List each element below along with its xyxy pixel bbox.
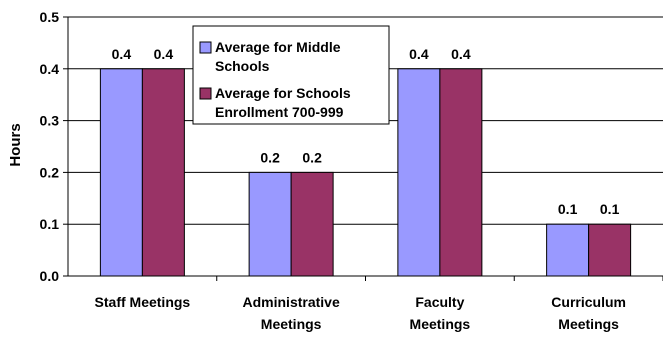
y-tick-labels: 0.0 0.1 0.2 0.3 0.4 0.5 (40, 9, 60, 284)
y-axis-label: Hours (7, 123, 24, 166)
data-label: 0.4 (409, 46, 429, 62)
y-tick-label: 0.5 (40, 9, 60, 25)
y-tick-label: 0.3 (40, 113, 60, 129)
data-label: 0.4 (154, 46, 174, 62)
y-tick-label: 0.1 (40, 216, 60, 232)
bar-series-2 (439, 68, 483, 277)
data-label: 0.1 (558, 201, 578, 217)
category-labels: Staff Meetings Administrative Meetings Facu… (95, 294, 626, 332)
legend-swatch (199, 87, 212, 100)
bar-series-2 (588, 223, 632, 277)
data-label: 0.2 (260, 149, 280, 165)
x-tick-label: Curriculum Meetings (551, 294, 626, 332)
data-labels: 0.4 0.4 0.2 0.2 0.4 0.4 0.1 0.1 (112, 46, 620, 217)
data-label: 0.4 (451, 46, 471, 62)
legend-entry: Average for Middle Schools (215, 39, 341, 74)
legend: Average for Middle Schools Average for Sch… (192, 25, 390, 125)
y-tick-label: 0.2 (40, 164, 60, 180)
bar-series-2 (290, 171, 334, 277)
bar-series-1 (248, 171, 292, 277)
x-tick-label: Administrative Meetings (243, 294, 340, 332)
bars (99, 68, 632, 277)
axes (63, 16, 663, 281)
bar-series-1 (546, 223, 590, 277)
bar-series-2 (141, 68, 185, 277)
legend-entry: Average for Schools Enrollment 700-999 (215, 85, 351, 120)
legend-box (192, 25, 390, 125)
x-tick-label: Staff Meetings (95, 294, 191, 310)
y-tick-label: 0.0 (40, 268, 60, 284)
x-tick-label: Faculty Meetings (410, 294, 471, 332)
data-label: 0.1 (600, 201, 620, 217)
legend-swatch (199, 41, 212, 54)
bar-series-1 (397, 68, 441, 277)
data-label: 0.4 (112, 46, 132, 62)
y-tick-label: 0.4 (40, 61, 60, 77)
bar-series-1 (99, 68, 143, 277)
data-label: 0.2 (302, 149, 322, 165)
